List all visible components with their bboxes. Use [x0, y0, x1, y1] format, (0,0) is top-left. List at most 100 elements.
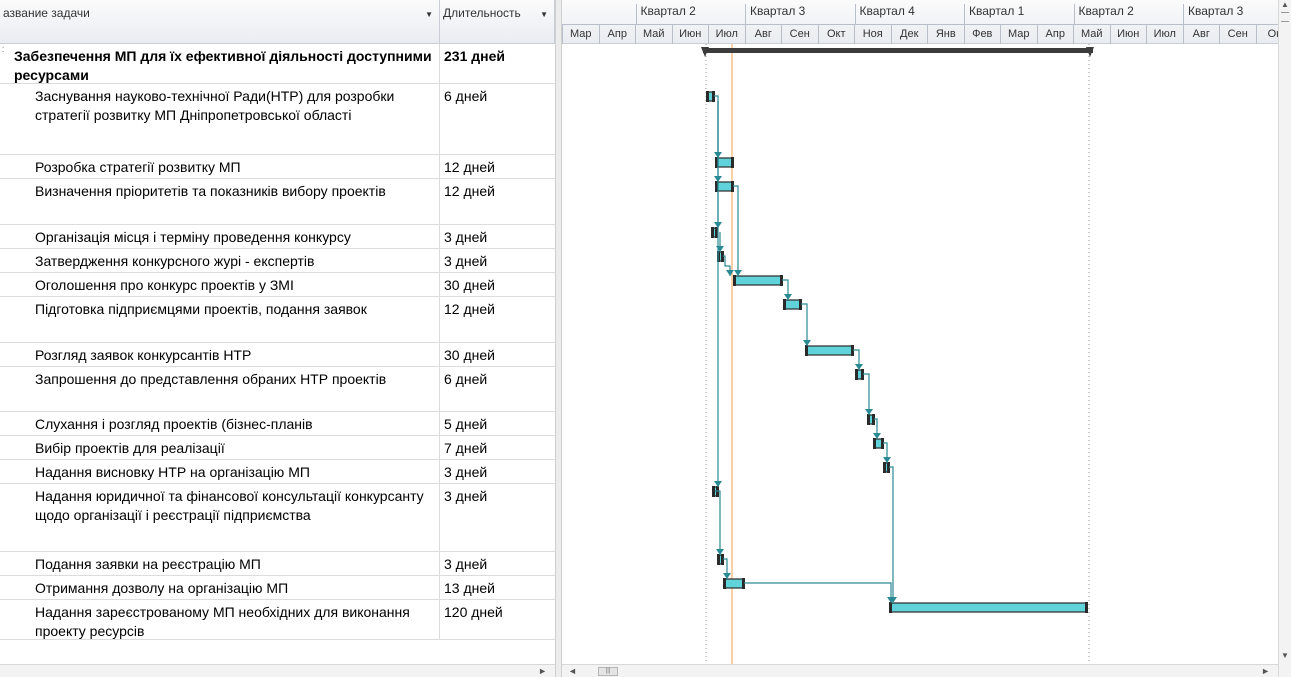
- task-bar-start-cap[interactable]: [712, 486, 715, 497]
- task-name-cell[interactable]: Запрошення до представлення обраних НТР …: [0, 367, 440, 411]
- task-row[interactable]: Вибір проектів для реалізації 7 дней: [0, 436, 555, 460]
- task-bar-start-cap[interactable]: [715, 181, 718, 192]
- task-name-cell[interactable]: Заснування науково-технічної Ради(НТР) д…: [0, 84, 440, 154]
- task-name-cell[interactable]: Затвердження конкурсного журі - експерті…: [0, 249, 440, 272]
- task-duration-cell[interactable]: 6 дней: [444, 371, 488, 387]
- task-row[interactable]: Отримання дозволу на організацію МП 13 дн…: [0, 576, 555, 600]
- task-duration-cell[interactable]: 3 дней: [444, 229, 488, 245]
- column-header-task-name[interactable]: азвание задачи ▼: [0, 0, 440, 44]
- task-row[interactable]: Підготовка підприємцями проектів, поданн…: [0, 297, 555, 343]
- task-bar-end-cap[interactable]: [721, 554, 724, 565]
- task-name-cell[interactable]: Подання заявки на реєстрацію МП: [0, 552, 440, 575]
- scroll-grip[interactable]: [1281, 12, 1289, 22]
- task-row[interactable]: Надання зареєстрованому МП необхідних дл…: [0, 600, 555, 640]
- task-row[interactable]: Оголошення про конкурс проектів у ЗМІ 30 …: [0, 273, 555, 297]
- task-duration-cell[interactable]: 12 дней: [444, 301, 495, 317]
- dropdown-arrow-icon[interactable]: ▼: [540, 10, 548, 19]
- task-bar[interactable]: [733, 275, 783, 286]
- task-bar-start-cap[interactable]: [723, 578, 726, 589]
- task-row[interactable]: Затвердження конкурсного журі - експерті…: [0, 249, 555, 273]
- task-bar[interactable]: [723, 578, 745, 589]
- task-duration-cell[interactable]: 13 дней: [444, 580, 495, 596]
- task-duration-cell[interactable]: 3 дней: [444, 464, 488, 480]
- vertical-scrollbar[interactable]: ▲ ▼: [1278, 0, 1291, 677]
- task-bar-end-cap[interactable]: [721, 251, 724, 262]
- task-bar-end-cap[interactable]: [887, 462, 890, 473]
- task-duration-cell[interactable]: 3 дней: [444, 253, 488, 269]
- task-bar-end-cap[interactable]: [851, 345, 854, 356]
- task-row[interactable]: Розгляд заявок конкурсантів НТР 30 дней: [0, 343, 555, 367]
- task-row[interactable]: Визначення пріоритетів та показників виб…: [0, 179, 555, 225]
- pane-splitter[interactable]: [555, 0, 562, 677]
- task-duration-cell[interactable]: 3 дней: [444, 488, 488, 504]
- task-bar-start-cap[interactable]: [783, 299, 786, 310]
- scroll-thumb[interactable]: |||: [598, 667, 618, 676]
- table-horizontal-scrollbar[interactable]: ►: [0, 664, 555, 677]
- gantt-horizontal-scrollbar[interactable]: ◄ ||| ►: [562, 664, 1278, 677]
- task-duration-cell[interactable]: 3 дней: [444, 556, 488, 572]
- task-name-cell[interactable]: Надання зареєстрованому МП необхідних дл…: [0, 600, 440, 639]
- task-bar-end-cap[interactable]: [780, 275, 783, 286]
- task-bar-end-cap[interactable]: [1085, 602, 1088, 613]
- task-row[interactable]: Надання юридичної та фінансової консульт…: [0, 484, 555, 552]
- task-duration-cell[interactable]: 231 дней: [444, 48, 505, 64]
- task-row[interactable]: Розробка стратегії розвитку МП 12 дней: [0, 155, 555, 179]
- task-row[interactable]: Запрошення до представлення обраних НТР …: [0, 367, 555, 412]
- task-bar-end-cap[interactable]: [742, 578, 745, 589]
- task-bar-start-cap[interactable]: [711, 227, 714, 238]
- task-name-cell[interactable]: Розробка стратегії розвитку МП: [0, 155, 440, 178]
- task-bar-start-cap[interactable]: [883, 462, 886, 473]
- task-bar-start-cap[interactable]: [889, 602, 892, 613]
- task-bar-end-cap[interactable]: [731, 157, 734, 168]
- task-bar-end-cap[interactable]: [731, 181, 734, 192]
- task-name-cell[interactable]: Визначення пріоритетів та показників виб…: [0, 179, 440, 224]
- task-duration-cell[interactable]: 12 дней: [444, 183, 495, 199]
- task-bar-start-cap[interactable]: [706, 91, 709, 102]
- task-row[interactable]: Надання висновку НТР на організацію МП 3 …: [0, 460, 555, 484]
- task-duration-cell[interactable]: 7 дней: [444, 440, 488, 456]
- task-name-cell[interactable]: Вибір проектів для реалізації: [0, 436, 440, 459]
- task-name-cell[interactable]: Організація місця і терміну проведення к…: [0, 225, 440, 248]
- task-row[interactable]: Організація місця і терміну проведення к…: [0, 225, 555, 249]
- task-bar-start-cap[interactable]: [855, 369, 858, 380]
- task-duration-cell[interactable]: 5 дней: [444, 416, 488, 432]
- task-bar-end-cap[interactable]: [715, 227, 718, 238]
- task-bar-start-cap[interactable]: [873, 438, 876, 449]
- task-name-cell[interactable]: Отримання дозволу на організацію МП: [0, 576, 440, 599]
- task-bar-start-cap[interactable]: [717, 554, 720, 565]
- task-row[interactable]: Заснування науково-технічної Ради(НТР) д…: [0, 84, 555, 155]
- task-bar[interactable]: [889, 602, 1088, 613]
- task-name-cell[interactable]: Підготовка підприємцями проектів, поданн…: [0, 297, 440, 342]
- scroll-right-icon[interactable]: ►: [1261, 666, 1270, 676]
- task-row[interactable]: Слухання і розгляд проектів (бізнес-план…: [0, 412, 555, 436]
- task-bar-start-cap[interactable]: [867, 414, 870, 425]
- task-duration-cell[interactable]: 120 дней: [444, 604, 503, 620]
- task-bar[interactable]: [805, 345, 854, 356]
- summary-bar[interactable]: [703, 48, 1093, 53]
- scroll-right-icon[interactable]: ►: [538, 666, 547, 676]
- task-bar-end-cap[interactable]: [712, 91, 715, 102]
- task-bar-start-cap[interactable]: [715, 157, 718, 168]
- task-name-cell[interactable]: Оголошення про конкурс проектів у ЗМІ: [0, 273, 440, 296]
- task-bar-end-cap[interactable]: [799, 299, 802, 310]
- task-name-cell[interactable]: Надання висновку НТР на організацію МП: [0, 460, 440, 483]
- task-name-cell[interactable]: Слухання і розгляд проектів (бізнес-план…: [0, 412, 440, 435]
- scroll-up-icon[interactable]: ▲: [1281, 0, 1289, 9]
- scroll-left-icon[interactable]: ◄: [568, 666, 577, 676]
- task-duration-cell[interactable]: 6 дней: [444, 88, 488, 104]
- column-header-duration[interactable]: Длительность ▼: [440, 0, 555, 44]
- task-name-cell[interactable]: Забезпечення МП для їх ефективної діяльн…: [0, 44, 440, 83]
- task-duration-cell[interactable]: 30 дней: [444, 347, 495, 363]
- task-bar-end-cap[interactable]: [861, 369, 864, 380]
- task-duration-cell[interactable]: 30 дней: [444, 277, 495, 293]
- dropdown-arrow-icon[interactable]: ▼: [425, 10, 433, 19]
- task-bar-start-cap[interactable]: [733, 275, 736, 286]
- scroll-down-icon[interactable]: ▼: [1281, 651, 1289, 660]
- task-bar-end-cap[interactable]: [872, 414, 875, 425]
- task-row[interactable]: Подання заявки на реєстрацію МП 3 дней: [0, 552, 555, 576]
- task-bar-end-cap[interactable]: [881, 438, 884, 449]
- task-duration-cell[interactable]: 12 дней: [444, 159, 495, 175]
- task-bar[interactable]: [783, 299, 802, 310]
- task-name-cell[interactable]: Надання юридичної та фінансової консульт…: [0, 484, 440, 551]
- task-name-cell[interactable]: Розгляд заявок конкурсантів НТР: [0, 343, 440, 366]
